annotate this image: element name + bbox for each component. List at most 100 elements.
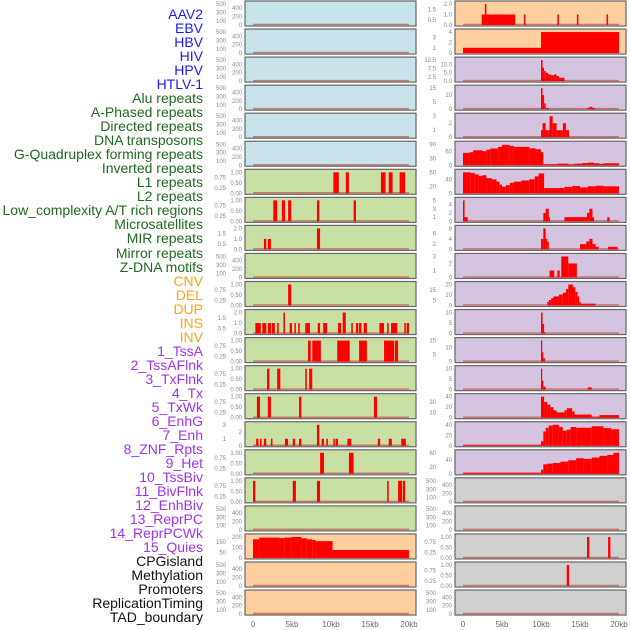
- track-label: HBV: [174, 34, 203, 51]
- y-tick-label: 0: [449, 416, 453, 422]
- track-label: MIR repeats: [126, 230, 203, 247]
- y-tick-label: 100: [426, 496, 437, 502]
- data-bar: [548, 425, 553, 446]
- y-tick-label: 0.50: [230, 405, 242, 411]
- y-tick-label: 200: [232, 520, 243, 526]
- y-tick-label: 400: [232, 62, 243, 68]
- panel-background: [454, 252, 627, 280]
- data-bar: [363, 323, 367, 334]
- panel-background: [244, 28, 417, 55]
- data-bar: [267, 396, 271, 418]
- data-bar: [599, 455, 608, 474]
- y-tick-label: 1.0: [444, 13, 453, 19]
- data-bar: [541, 152, 544, 166]
- track-panel: 0 5 10 15: [429, 337, 627, 366]
- data-bar: [473, 150, 483, 166]
- y-tick-label: 10: [445, 346, 452, 352]
- y-tick-label: 1.00: [230, 479, 242, 485]
- y-tick-label: 1.5: [218, 316, 227, 322]
- panel-background: [454, 0, 627, 27]
- panel-background: [244, 505, 417, 532]
- data-bar: [586, 241, 590, 250]
- data-bar: [502, 144, 510, 166]
- data-bar: [572, 186, 580, 194]
- x-tick-label: 15kb: [571, 620, 589, 629]
- y-tick-label: 3: [433, 35, 437, 41]
- panel-background: [244, 140, 417, 167]
- panel-background: [244, 477, 417, 504]
- data-bar: [544, 331, 546, 334]
- data-bar: [288, 200, 292, 222]
- y-tick-label: 400: [232, 34, 243, 40]
- data-bar: [572, 287, 576, 306]
- y-tick-label: 3: [433, 207, 437, 213]
- y-tick-label: 30: [429, 156, 436, 162]
- data-bar: [387, 323, 389, 334]
- track-label: INV: [179, 328, 203, 345]
- track-panel: 0 50 100 150 200: [216, 533, 417, 562]
- y-tick-label: 0: [449, 360, 453, 366]
- y-tick-label: 1: [433, 46, 437, 52]
- y-tick-label: 200: [232, 15, 243, 21]
- track-panel: 0 100 200 300 400 500: [216, 84, 417, 113]
- data-bar: [564, 410, 567, 418]
- data-bar: [253, 480, 256, 502]
- track-panel: 0 20 40 60: [429, 449, 627, 478]
- y-tick-label: 400: [232, 90, 243, 96]
- data-bar: [509, 182, 514, 194]
- y-tick-label: 200: [232, 127, 243, 133]
- data-bar: [281, 200, 285, 222]
- data-bar: [603, 163, 619, 166]
- data-bar: [561, 256, 569, 278]
- data-bar: [482, 175, 487, 194]
- data-bar: [541, 130, 543, 138]
- track-panel: 0.0 0.5 1.0 1.5 2.0: [218, 224, 417, 253]
- data-bar: [316, 424, 320, 446]
- y-tick-label: 5: [433, 298, 437, 304]
- data-bar: [292, 438, 296, 446]
- y-tick-label: 1: [433, 128, 437, 134]
- track-panel: 0 100 200 300 400 500: [216, 0, 417, 29]
- data-bar: [595, 246, 599, 250]
- data-bar: [499, 184, 502, 194]
- y-tick-label: 1.0: [234, 237, 243, 243]
- data-bar: [556, 163, 569, 166]
- data-bar: [326, 438, 328, 446]
- data-bar: [463, 200, 465, 222]
- data-bar: [541, 352, 544, 362]
- y-tick-label: 200: [232, 535, 243, 541]
- data-bar: [305, 323, 310, 334]
- y-tick-label: 60: [445, 149, 452, 155]
- data-bar: [312, 540, 316, 558]
- data-bar: [583, 458, 592, 474]
- data-bar: [490, 148, 499, 166]
- track-label: HTLV-1: [156, 76, 203, 93]
- data-bar: [553, 410, 557, 418]
- data-bar: [553, 296, 559, 306]
- y-tick-label: 200: [442, 491, 453, 497]
- y-tick-label: 1.00: [230, 451, 242, 457]
- data-bar: [566, 408, 573, 418]
- track-label: 2_TssAFlnk: [130, 356, 203, 373]
- y-tick-label: 0: [449, 191, 453, 197]
- y-tick-label: 400: [232, 595, 243, 601]
- data-bar: [607, 454, 614, 474]
- y-tick-label: 0.00: [230, 191, 242, 197]
- data-bar: [255, 323, 261, 334]
- y-tick-label: 0.25: [214, 214, 226, 220]
- data-bar: [591, 416, 600, 418]
- y-tick-label: 0.50: [230, 377, 242, 383]
- x-tick-label: 5kb: [496, 620, 509, 629]
- data-bar: [541, 88, 543, 110]
- track-label: 1_TssA: [157, 342, 203, 359]
- data-bar: [535, 149, 541, 166]
- y-tick-label: 0.75: [424, 568, 436, 574]
- data-bar: [608, 536, 611, 558]
- y-tick-label: 2: [449, 211, 453, 217]
- data-bar: [384, 340, 395, 362]
- y-tick-label: 100: [216, 524, 227, 530]
- track-label: DEL: [175, 286, 203, 303]
- track-panel: 0.0 0.5 1.0 1.5 2.0: [218, 308, 417, 338]
- track-panel: 0 20 40: [445, 421, 627, 450]
